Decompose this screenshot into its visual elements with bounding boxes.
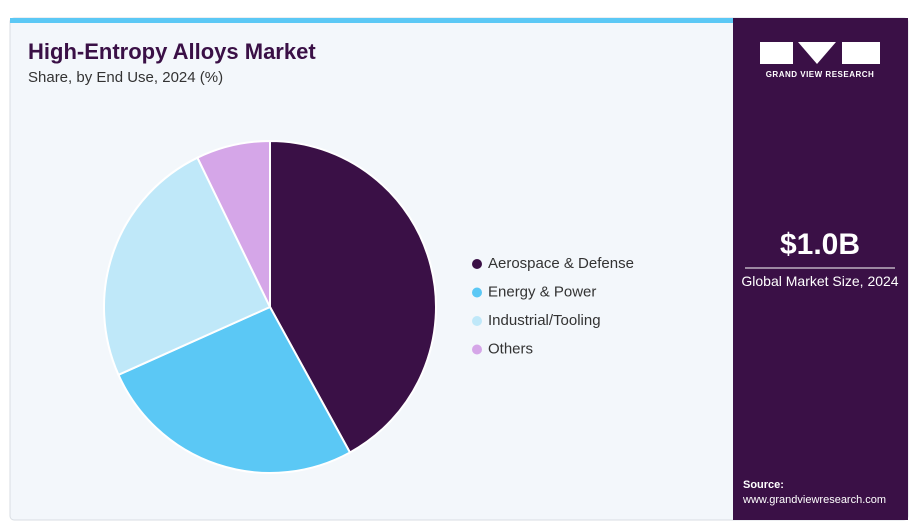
logo <box>760 42 880 64</box>
legend-marker <box>472 287 482 298</box>
market-size-label: Global Market Size, 2024 <box>741 273 899 289</box>
legend-label: Aerospace & Defense <box>488 255 634 272</box>
source-url: www.grandviewresearch.com <box>742 494 886 506</box>
legend-marker <box>472 344 482 355</box>
market-size-label-box: Global Market Size, 2024 <box>741 273 899 289</box>
legend-marker <box>472 259 482 269</box>
legend-label: Energy & Power <box>488 283 596 300</box>
legend-marker <box>472 316 482 326</box>
sidebar <box>733 18 908 520</box>
pie-slice <box>269 139 437 454</box>
brand: GRAND VIEW RESEARCH <box>766 70 875 79</box>
source-label: Source: <box>743 479 784 491</box>
legend-label: Industrial/Tooling <box>488 312 601 329</box>
chart-title: High-Entropy Alloys Market <box>28 39 316 64</box>
legend-label: Others <box>488 340 533 357</box>
accent-bar <box>10 18 733 23</box>
pie-slice <box>117 305 352 474</box>
market-size: $1.0B <box>780 228 860 261</box>
chart-subtitle: Share, by End Use, 2024 (%) <box>28 69 223 86</box>
pie-slice <box>196 139 271 308</box>
pie-slice <box>103 156 272 377</box>
